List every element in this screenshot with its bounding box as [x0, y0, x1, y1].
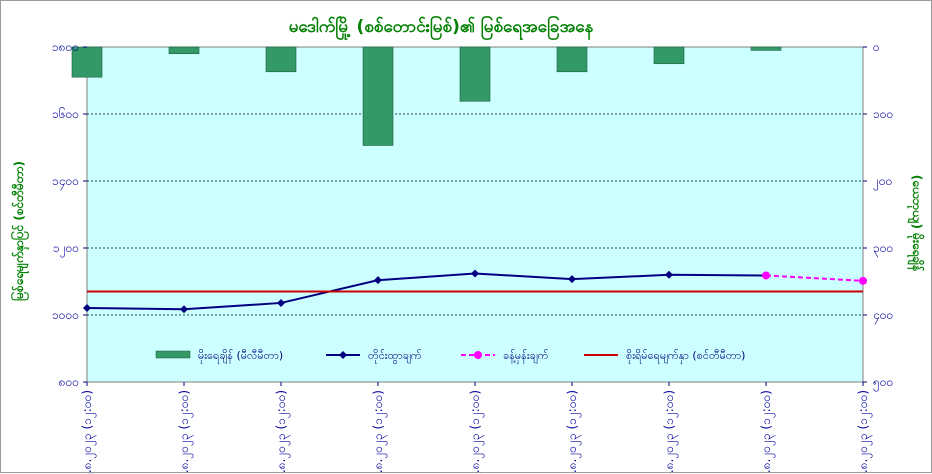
rainfall-bar: [750, 46, 782, 51]
left-tick-label: ၁၄၀၀: [52, 174, 79, 191]
rainfall-bar: [362, 46, 394, 146]
forecast-line: [765, 274, 864, 282]
x-tick-label: ၁၂.၈.၂၀၂၃ (၁၂:၀၀): [759, 390, 776, 474]
legend-label-danger: စိုးရိမ်ရေမျက်နှာ (စင်တီမီတာ): [626, 349, 745, 364]
right-tick-label: ၀: [873, 40, 880, 54]
right-tick-label: ၂၀၀: [873, 174, 892, 191]
x-tick-label: ၁၃.၈.၂၀၂၃ (၁၂:၀၀): [856, 390, 873, 474]
x-tick-label: ၁၀.၈.၂၀၂၃ (၁၂:၀၀): [565, 390, 582, 474]
x-axis-ticks: ၅.၈.၂၀၂၃ (၁၂:၀၀) ၆.၈.၂၀၂၃ (၁၂:၀၀) ၇.၈.၂၀၂၃…: [80, 382, 873, 474]
right-tick-label: ၅၀၀: [873, 375, 893, 392]
x-tick-label: ၉.၈.၂၀၂၃ (၁၂:၀၀): [468, 390, 485, 474]
measured-point: [374, 276, 382, 285]
left-tick-label: ၁၀၀၀: [52, 308, 79, 322]
y-axis-right-title: (ယေဘုယျ) မိုးရေချိန်: [906, 175, 926, 272]
rainfall-bars: [71, 46, 782, 146]
right-tick-label: ၃၀၀: [873, 241, 893, 258]
x-tick-label: ၈.၈.၂၀၂၃ (၁၂:၀၀): [371, 390, 388, 474]
rainfall-bar: [556, 46, 588, 73]
x-tick-label: ၆.၈.၂၀၂၃ (၁၂:၀၀): [176, 390, 194, 474]
legend-label-forecast: ခန့်မှန်းချက်: [503, 349, 549, 364]
right-tick-label: ၄၀၀: [873, 308, 893, 325]
legend-marker-forecast: [474, 351, 482, 359]
measured-point: [83, 303, 91, 312]
measured-point: [180, 305, 188, 314]
forecast-point: [762, 271, 770, 280]
legend-marker-measured: [339, 351, 347, 359]
left-tick-label: ၁၂၀၀: [53, 241, 79, 258]
plot-area: [86, 46, 864, 383]
measured-point: [568, 275, 576, 284]
legend: မိုးရေချိန် (မီလီမီတာ) တိုင်းထွာချက် ခန့…: [155, 349, 745, 364]
series-lines: [86, 272, 864, 311]
measured-line: [86, 272, 767, 311]
left-tick-label: ၁၈၀၀: [52, 40, 79, 54]
y-axis-left-title: မြစ်ရေမျက်နှာပြင် (စင်တီမီတာ): [9, 161, 30, 301]
rainfall-bar: [168, 46, 200, 54]
forecast-point: [859, 276, 867, 285]
left-tick-label: ၈၀၀: [59, 375, 79, 389]
x-tick-label: ၁၁.၈.၂၀၂၃ (၁၂:၀၀): [662, 390, 679, 474]
rainfall-bar: [265, 46, 297, 73]
rainfall-bar: [71, 46, 103, 78]
measured-point: [665, 270, 673, 279]
legend-swatch-rainfall: [155, 350, 191, 359]
x-tick-label: ၇.၈.၂၀၂၃ (၁၂:၀၀): [274, 390, 291, 474]
measured-point: [277, 298, 285, 307]
legend-label-rainfall: မိုးရေချိန် (မီလီမီတာ): [198, 349, 283, 364]
right-tick-label: ၁၀၀: [873, 107, 893, 121]
chart-title: မဒေါက်မြို့ (စစ်တောင်းမြစ်)၏ မြစ်ရေအခြေအ…: [289, 14, 594, 41]
legend-label-measured: တိုင်းထွာချက်: [368, 349, 422, 364]
series-markers: [83, 269, 867, 314]
rainfall-bar: [653, 46, 685, 65]
x-tick-label: ၅.၈.၂၀၂၃ (၁၂:၀၀): [80, 390, 97, 474]
left-tick-label: ၁၆၀၀: [52, 106, 79, 121]
measured-point: [471, 269, 479, 278]
grid-lines: [87, 113, 863, 316]
rainfall-bar: [459, 46, 491, 102]
